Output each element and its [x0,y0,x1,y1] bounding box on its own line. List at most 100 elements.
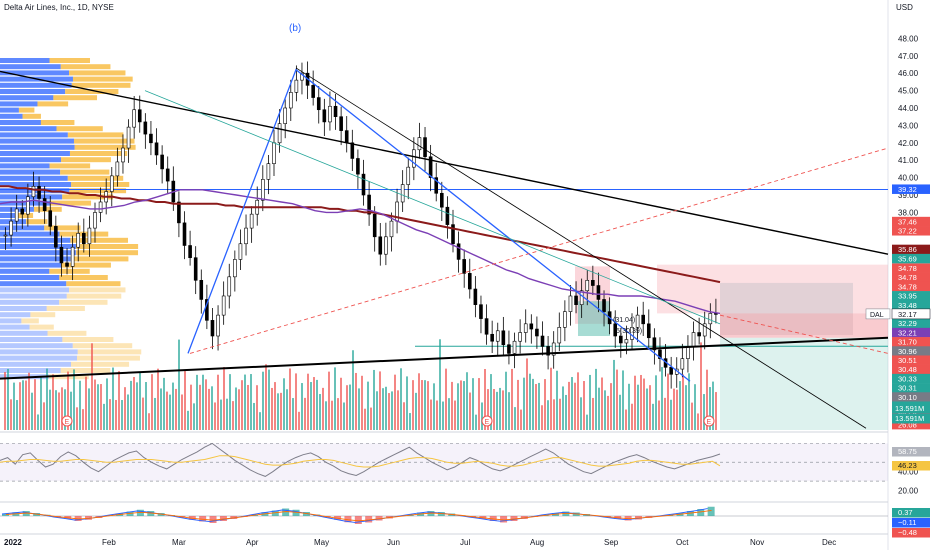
volume-bar [337,398,339,430]
candle-body [182,222,187,246]
price-label-tag [892,226,930,236]
volume-bar [640,374,642,430]
volume-bar [490,374,492,430]
volume-bar [547,400,549,430]
volume-profile-bar-up [0,337,63,342]
price-label-value: 33.95 [898,292,917,301]
macd-histogram-bar [22,511,30,516]
price-label-value: 30.10 [898,393,917,402]
volume-profile-bar-up [0,200,51,206]
price-label-value: 35.69 [898,254,917,263]
volume-bar [343,402,345,430]
volume-bar [427,381,429,430]
volume-profile-bar-down [47,330,87,336]
volume-profile-bar-down [49,268,90,274]
volume-bar [442,401,444,430]
volume-bar [445,368,447,430]
volume-profile-bar-down [21,318,39,324]
volume-bar [529,373,531,430]
volume-bar [334,367,336,430]
fan-line [144,90,721,325]
candle-body [328,105,332,123]
candle-body [412,149,416,168]
candle-body [98,201,103,213]
volume-bar [328,371,330,430]
volume-bar [388,393,390,430]
volume-bar [22,380,24,430]
volume-profile-bar-up [0,175,68,181]
candle-body [512,340,517,354]
volume-profile-bar-down [71,82,131,88]
volume-bar [646,388,648,430]
volume-profile-bar-up [0,89,66,94]
volume-bar [592,397,594,430]
volume-bar [352,350,354,430]
volume-bar [301,383,303,430]
candle-body [490,333,494,342]
candle-body [333,105,338,117]
volume-bar [682,374,684,430]
time-axis-tick-label: Nov [750,538,764,547]
volume-bar [472,378,474,430]
volume-bar [244,374,246,430]
volume-profile-bar-down [60,169,110,175]
volume-profile-bar-up [0,361,71,367]
price-label-tag [892,383,930,393]
volume-bar [700,342,702,430]
volume-bar [484,368,486,430]
macd-histogram-bar [365,516,373,523]
volume-profile-bar-up [0,330,48,336]
volume-bar [508,392,510,430]
last-price-value: 32.17 [898,310,917,319]
volume-profile-bar-up [0,194,63,200]
volume-bar [64,389,66,430]
candle-body [546,346,550,356]
volume-label-value: 13.591M [895,404,924,413]
volume-bar [115,399,117,430]
volume-bar [688,373,690,430]
volume-bar [157,368,159,430]
volume-bar [637,384,639,430]
ma-long-line [0,185,721,284]
volume-bar [163,377,165,430]
candle-body [563,311,567,328]
earnings-marker [703,415,715,427]
macd-histogram-bar [199,516,207,522]
candle-body [646,323,651,339]
price-label-value: 34.78 [898,282,917,291]
volume-bar [619,394,621,430]
volume-bar [481,402,483,430]
wave-label: (b) [289,23,301,34]
volume-profile-bar-up [0,169,61,175]
candle-body [523,323,528,333]
candle-body [227,276,232,297]
volume-profile-bar-up [0,157,62,163]
volume-profile-bar-up [0,262,62,268]
volume-profile-bar-down [72,343,133,349]
volume-bar [277,393,279,430]
volume-bar [577,372,579,430]
candle-body [76,233,81,248]
volume-profile-bar-up [0,275,60,280]
time-axis-tick-label: Aug [530,538,544,547]
volume-profile-bar-up [0,237,71,243]
candle-body [126,126,131,149]
volume-bar [172,382,174,430]
volume-bar [67,371,69,430]
candle-body [31,186,36,198]
volume-bar [412,380,414,430]
time-axis-tick-label: Oct [676,538,689,547]
candle-body [451,224,455,245]
volume-bar [313,377,315,430]
volume-bar [421,380,423,430]
volume-bar [55,390,57,430]
volume-profile-bar-up [0,138,74,144]
volume-bar [145,382,147,430]
candle-body [160,154,164,170]
candle-body [691,332,696,347]
volume-profile-bar-up [0,64,61,70]
candle-body [205,299,209,321]
price-label-tag [892,272,930,283]
